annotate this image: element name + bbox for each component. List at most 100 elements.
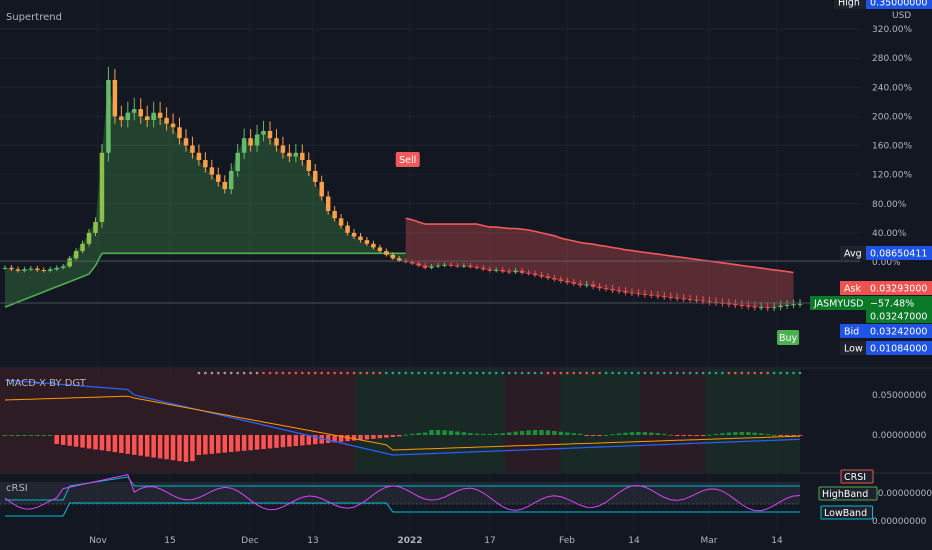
- macd-dot: [598, 371, 601, 375]
- macd-dot: [759, 371, 763, 375]
- macd-dot: [359, 371, 362, 375]
- candle-body: [552, 278, 557, 280]
- macd-bar: [700, 435, 706, 436]
- candle-body: [519, 270, 525, 273]
- price-panel[interactable]: Supertrend Sell Buy: [0, 12, 860, 345]
- macd-bar: [752, 432, 758, 435]
- macd-bar: [177, 435, 182, 462]
- macd-bar: [655, 433, 661, 435]
- macd-dot: [701, 371, 705, 375]
- candle-body: [312, 170, 318, 182]
- macd-dot: [294, 371, 298, 375]
- crsi-legend-tag: [840, 469, 874, 484]
- candle-body: [267, 130, 273, 139]
- macd-dot: [417, 371, 420, 375]
- candle-body: [629, 292, 635, 294]
- macd-dot: [708, 371, 711, 375]
- candle-body: [99, 152, 105, 222]
- candle-body: [474, 267, 480, 269]
- crsi-legend-label: CRSI: [844, 472, 866, 483]
- crsi-panel[interactable]: cRSI: [0, 474, 801, 517]
- candle-body: [565, 280, 570, 283]
- price-tag-value-bg: [866, 309, 932, 323]
- macd-bar: [474, 433, 480, 435]
- uptrend-line: [4, 252, 406, 308]
- candle-body: [778, 305, 783, 308]
- candle-body: [28, 268, 34, 270]
- macd-bar: [22, 435, 27, 436]
- macd-dot: [604, 371, 608, 375]
- macd-dot: [507, 371, 511, 375]
- candle-body: [261, 130, 266, 135]
- macd-bar: [28, 435, 34, 436]
- macd-bar: [287, 435, 292, 447]
- crsi-legend-tag: [820, 505, 873, 520]
- macd-dot: [514, 371, 517, 375]
- macd-bar: [254, 435, 260, 450]
- macd-bar: [248, 435, 253, 451]
- macd-bar: [364, 435, 370, 440]
- candle-body: [241, 138, 247, 153]
- candle-body: [209, 167, 215, 175]
- macd-bar: [125, 435, 131, 454]
- macd-panel[interactable]: MACD-X BY DGT: [0, 369, 803, 472]
- price-tag-value-bg: [866, 246, 932, 260]
- candle-body: [500, 270, 505, 272]
- macd-bg-red3: [640, 369, 705, 472]
- macd-bar: [106, 435, 111, 452]
- candle-body: [248, 138, 253, 146]
- x-tick-label: Nov: [89, 536, 107, 546]
- macd-dot: [307, 371, 311, 375]
- candle-body: [784, 304, 790, 306]
- candle-body: [752, 306, 758, 308]
- macd-dot: [410, 371, 414, 375]
- macd-bar: [15, 435, 21, 436]
- macd-dot: [766, 371, 769, 375]
- candle-body: [358, 236, 363, 241]
- macd-dot: [430, 371, 433, 375]
- candle-body: [558, 279, 564, 281]
- candle-body: [642, 294, 648, 296]
- macd-bar: [519, 430, 525, 435]
- candle-body: [300, 152, 305, 161]
- candle-body: [668, 296, 673, 298]
- macd-dot: [249, 371, 252, 375]
- candle-body: [280, 145, 286, 153]
- macd-dot: [372, 371, 375, 375]
- macd-bar: [86, 435, 92, 449]
- macd-bar: [377, 435, 383, 439]
- macd-dot: [714, 371, 718, 375]
- crsi-band-bg: [0, 482, 800, 504]
- y-tick-label: 240.00%: [872, 83, 912, 93]
- macd-y-tick: 0.00000000: [872, 431, 927, 441]
- price-tag-label-bg: [840, 341, 866, 355]
- macd-dot: [443, 371, 446, 375]
- supertrend-lines: [4, 217, 794, 308]
- crsi-legend-label: HighBand: [822, 489, 868, 500]
- y-tick-label: 280.00%: [872, 54, 912, 64]
- y-tick-label: 200.00%: [872, 112, 912, 122]
- macd-bar: [119, 435, 124, 453]
- macd-bar: [493, 433, 499, 435]
- candle-body: [435, 265, 441, 267]
- price-tag-label: JASMYUSD: [813, 299, 863, 310]
- macd-bar: [442, 430, 447, 435]
- macd-bar: [132, 435, 137, 455]
- candle-body: [222, 181, 228, 190]
- candle-body: [726, 303, 732, 305]
- price-tag-value-bg: [866, 341, 932, 355]
- macd-bar: [506, 432, 512, 435]
- candle-body: [325, 196, 331, 212]
- price-tag-label-bg: [840, 324, 866, 338]
- macd-bar: [739, 432, 745, 435]
- macd-bar: [190, 435, 195, 462]
- macd-bar: [461, 432, 467, 435]
- candle-body: [41, 270, 47, 272]
- macd-dot: [643, 371, 647, 375]
- candle-body: [216, 174, 221, 182]
- macd-bar: [797, 435, 803, 436]
- macd-bar: [720, 433, 725, 435]
- candle-body: [106, 79, 111, 153]
- y-tick-label: 0.00%: [872, 258, 901, 268]
